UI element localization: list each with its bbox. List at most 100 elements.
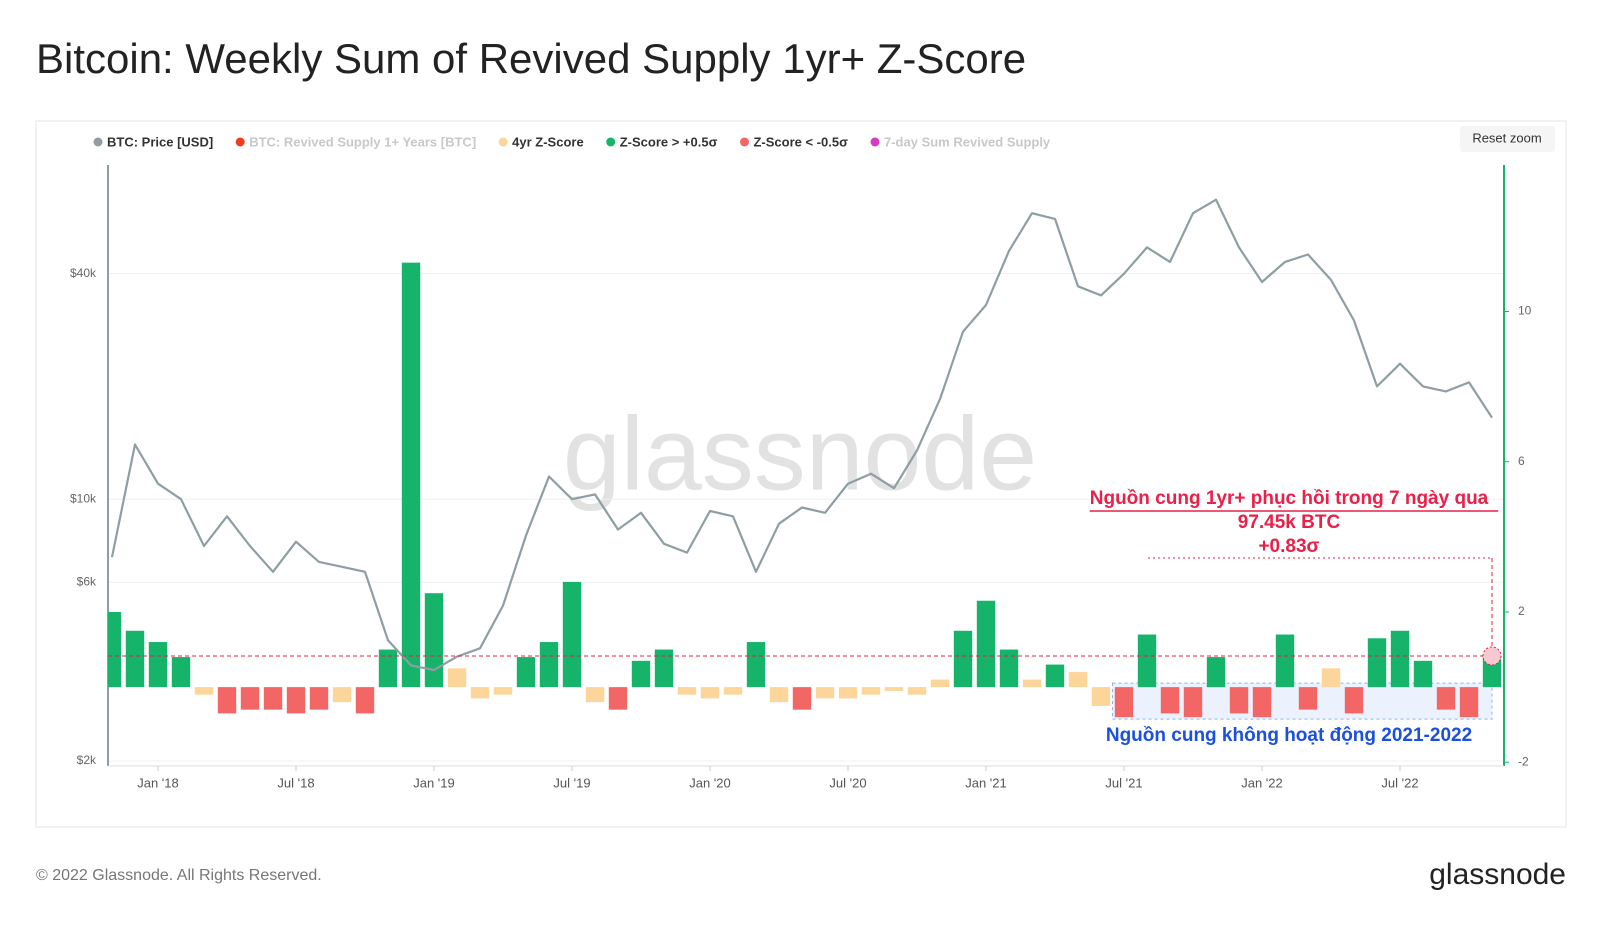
z-score-bar bbox=[401, 262, 421, 688]
annotation: Nguồn cung không hoạt động 2021-2022 bbox=[1106, 725, 1472, 746]
annotation: Nguồn cung 1yr+ phục hồi trong 7 ngày qu… bbox=[1090, 488, 1489, 509]
z-score-bar bbox=[792, 687, 812, 710]
legend-dot bbox=[235, 137, 245, 147]
x-tick-label: Jul '20 bbox=[829, 775, 866, 790]
x-tick-label: Jan '20 bbox=[689, 775, 731, 790]
legend-label: BTC: Price [USD] bbox=[107, 134, 213, 149]
legend-dot bbox=[93, 137, 103, 147]
last-value-marker bbox=[1482, 646, 1502, 666]
z-score-bar bbox=[1183, 687, 1203, 718]
z-score-bar bbox=[309, 687, 329, 710]
x-tick-label: Jul '19 bbox=[553, 775, 590, 790]
z-score-bar bbox=[1275, 634, 1295, 688]
x-tick-label: Jan '21 bbox=[965, 775, 1007, 790]
legend-label: Z-Score > +0.5σ bbox=[620, 134, 718, 149]
z-score-bar bbox=[332, 687, 352, 703]
z-score-bar bbox=[999, 649, 1019, 688]
x-tick-label: Jul '22 bbox=[1381, 775, 1418, 790]
z-score-bar bbox=[1022, 679, 1042, 688]
z-score-bar bbox=[838, 687, 858, 699]
z-score-bar bbox=[1045, 664, 1065, 688]
z-score-bar bbox=[1436, 687, 1456, 710]
annotation: 97.45k BTC bbox=[1238, 512, 1341, 533]
legend-label: Z-Score < -0.5σ bbox=[753, 134, 848, 149]
z-score-bar bbox=[263, 687, 283, 710]
z-score-bar bbox=[1206, 657, 1226, 688]
z-score-bar bbox=[470, 687, 490, 699]
z-score-bar bbox=[1137, 634, 1157, 688]
z-score-bar bbox=[1068, 672, 1088, 688]
copyright: © 2022 Glassnode. All Rights Reserved. bbox=[36, 867, 322, 884]
price-line bbox=[110, 198, 1493, 672]
z-score-bar bbox=[631, 660, 651, 688]
legend-label: 7-day Sum Revived Supply bbox=[884, 134, 1051, 149]
x-tick-label: Jul '18 bbox=[277, 775, 314, 790]
x-tick-label: Jan '22 bbox=[1241, 775, 1283, 790]
z-score-bar bbox=[746, 642, 766, 688]
z-score-bar bbox=[1321, 668, 1341, 688]
chart-frame bbox=[35, 120, 1567, 828]
y-tick-label: $40k bbox=[70, 266, 97, 280]
z-score-bar bbox=[108, 611, 122, 688]
y2-tick-label: 10 bbox=[1518, 304, 1532, 318]
z-score-bar bbox=[171, 657, 191, 688]
z-score-bar bbox=[1114, 687, 1134, 718]
z-score-bar bbox=[1229, 687, 1249, 714]
legend-dot bbox=[870, 137, 880, 147]
z-score-bar bbox=[1091, 687, 1111, 706]
legend-dot bbox=[606, 137, 616, 147]
z-score-bar bbox=[286, 687, 306, 714]
z-score-bar bbox=[562, 581, 582, 688]
reset-zoom-label[interactable]: Reset zoom bbox=[1472, 130, 1541, 145]
z-score-bar bbox=[723, 687, 743, 695]
legend-label: BTC: Revived Supply 1+ Years [BTC] bbox=[249, 134, 476, 149]
z-score-bar bbox=[125, 630, 145, 688]
annotation: +0.83σ bbox=[1258, 536, 1319, 557]
z-score-bar bbox=[769, 687, 789, 703]
z-score-bar bbox=[1413, 660, 1433, 688]
logo: glassnode bbox=[1429, 858, 1566, 891]
z-score-bar bbox=[447, 668, 467, 688]
y-tick-label: $2k bbox=[77, 753, 97, 767]
chart-title: Bitcoin: Weekly Sum of Revived Supply 1y… bbox=[36, 35, 1026, 82]
z-score-bar bbox=[1160, 687, 1180, 714]
watermark: glassnode bbox=[563, 396, 1037, 512]
z-score-bar bbox=[976, 600, 996, 688]
z-score-bar bbox=[861, 687, 881, 695]
z-score-bar bbox=[240, 687, 260, 710]
z-score-bar bbox=[378, 649, 398, 688]
x-tick-label: Jan '19 bbox=[413, 775, 455, 790]
z-score-bar bbox=[194, 687, 214, 695]
y-tick-label: $10k bbox=[70, 491, 97, 505]
y-tick-label: $6k bbox=[77, 574, 97, 588]
reset-zoom-button[interactable] bbox=[1460, 126, 1555, 152]
z-score-bar bbox=[608, 687, 628, 710]
legend-dot bbox=[739, 137, 749, 147]
z-score-bar bbox=[539, 642, 559, 688]
z-score-bar bbox=[815, 687, 835, 699]
z-score-bar bbox=[930, 679, 950, 688]
z-score-bar bbox=[1344, 687, 1364, 714]
z-score-bar bbox=[1252, 687, 1272, 718]
z-score-bar bbox=[148, 642, 168, 688]
y2-tick-label: -2 bbox=[1518, 754, 1529, 768]
z-score-bar bbox=[585, 687, 605, 703]
z-score-bar bbox=[493, 687, 513, 695]
legend-label: 4yr Z-Score bbox=[512, 134, 584, 149]
z-score-bar bbox=[1367, 638, 1387, 688]
y2-tick-label: 6 bbox=[1518, 454, 1525, 468]
z-score-bar bbox=[1390, 630, 1410, 688]
plot-area bbox=[108, 198, 1502, 718]
z-score-bar bbox=[884, 687, 904, 691]
z-score-bar bbox=[677, 687, 697, 695]
z-score-bar bbox=[1298, 687, 1318, 710]
z-score-bar bbox=[516, 657, 536, 688]
x-tick-label: Jan '18 bbox=[137, 775, 179, 790]
z-score-bar bbox=[217, 687, 237, 714]
z-score-bar bbox=[907, 687, 927, 695]
y2-tick-label: 2 bbox=[1518, 604, 1525, 618]
x-tick-label: Jul '21 bbox=[1105, 775, 1142, 790]
z-score-bar bbox=[355, 687, 375, 714]
